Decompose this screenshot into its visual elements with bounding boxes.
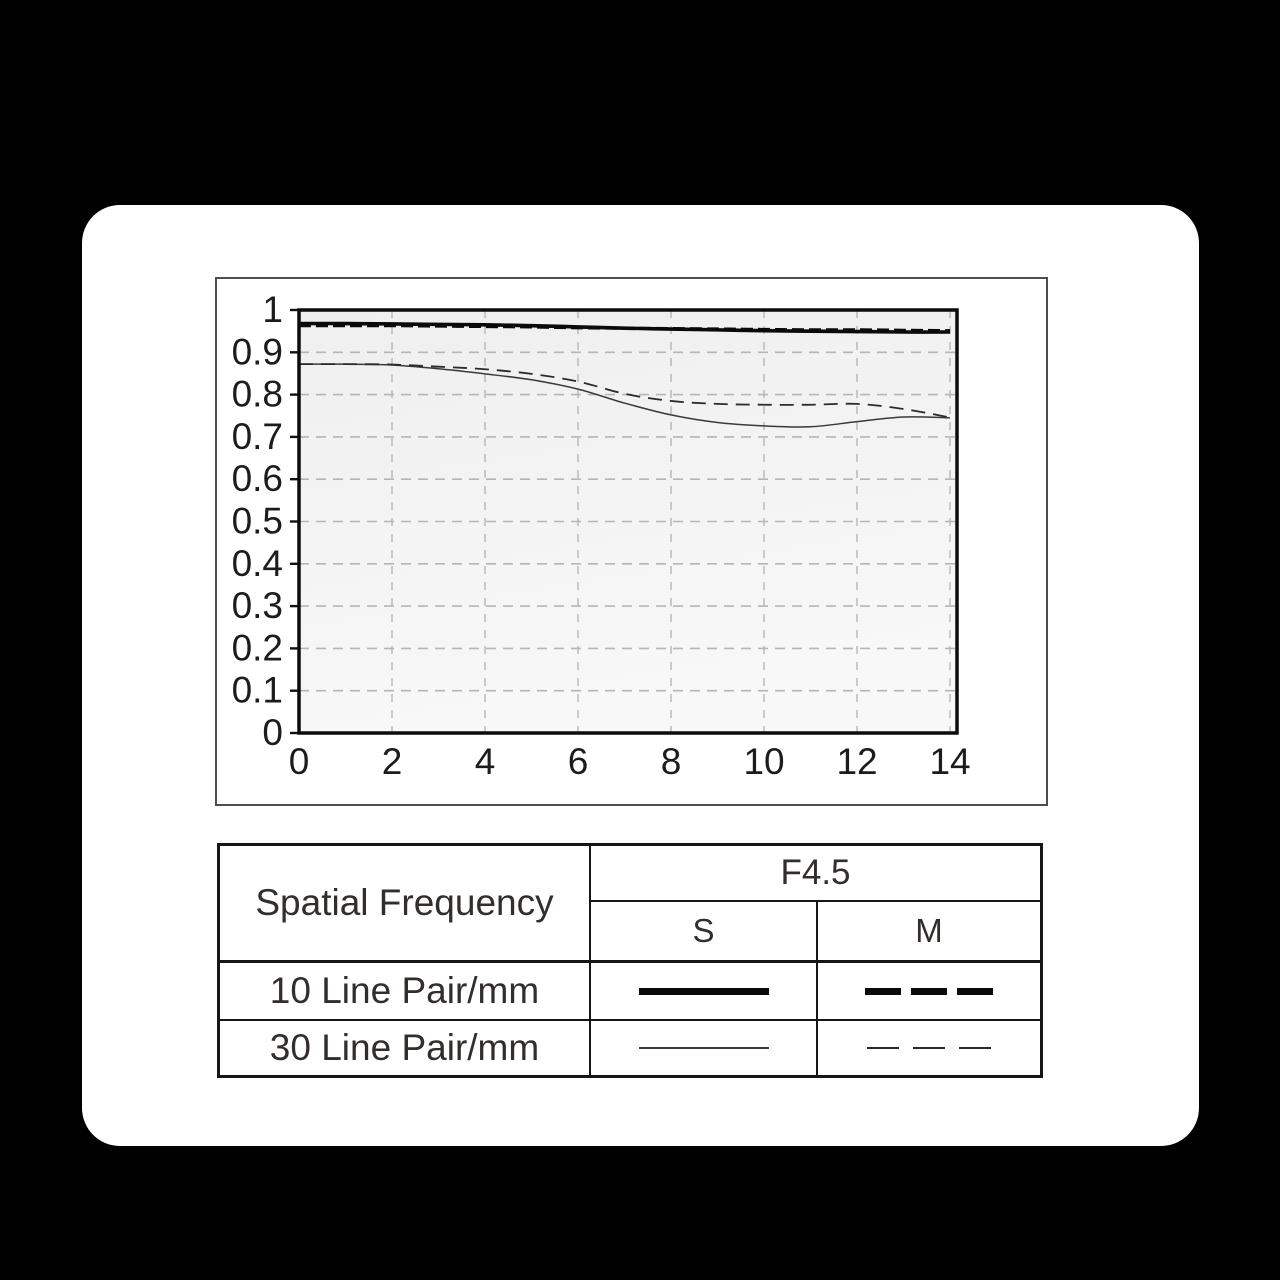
x-tick-label: 14 [929,741,970,782]
legend-line-30lp-s [638,1047,769,1049]
plot-frame [297,308,959,735]
x-tick-label: 2 [382,741,403,782]
mtf-plot: 00.10.20.30.40.50.60.70.80.910 2 4 6 8 10 12 14 [232,289,971,782]
x-tick-label: 4 [475,741,496,782]
row-label-10lp: 10 Line Pair/mm [220,960,589,1019]
y-tick-label: 0.8 [232,374,283,415]
y-tick-label: 0.1 [232,670,283,711]
y-tick-label: 0.7 [232,416,283,457]
y-tick-label: 0 [262,712,283,753]
spatial-frequency-header: Spatial Frequency [255,882,554,923]
legend-table: Spatial Frequency F4.5 S M 10 Line Pair/… [217,843,1043,1078]
y-tick-label: 0.4 [232,543,283,584]
legend-swatch-30lp-m-cell [816,1019,1040,1075]
x-tick-label: 6 [568,741,589,782]
x-tick-label: 10 [743,741,784,782]
y-tick-label: 0.2 [232,627,283,668]
legend-line-10lp-m [865,987,993,995]
series-thick-dashed [299,324,951,333]
y-tick-label: 0.5 [232,501,283,542]
column-header-meridional: M [816,902,1040,960]
legend-line-30lp-m [867,1047,991,1049]
y-tick-label: 0.3 [232,585,283,626]
row-label-30lp: 30 Line Pair/mm [220,1019,589,1075]
column-header-sagittal: S [589,902,816,960]
y-tick-label: 0.9 [232,331,283,372]
legend-swatch-10lp-s-cell [589,960,816,1019]
x-tick-label: 8 [661,741,682,782]
mtf-card: 0 0.1 0.2 0.3 0.4 0.5 0.6 0.7 0.8 0.9 1 0 2 4 6 8 10 12 14… [82,205,1199,1146]
aperture-header: F4.5 [589,846,1040,902]
legend-swatch-10lp-m-cell [816,960,1040,1019]
legend-swatch-30lp-s-cell [589,1019,816,1075]
y-tick-label: 0.6 [232,458,283,499]
x-tick-label: 0 [289,741,310,782]
series-thin-solid [298,363,951,428]
legend-line-10lp-s [638,987,769,995]
mtf-chart-panel: 0 0.1 0.2 0.3 0.4 0.5 0.6 0.7 0.8 0.9 1 0 2 4 6 8 10 12 14 [215,277,1048,806]
y-tick-label: 1 [262,289,283,330]
x-tick-label: 12 [836,741,877,782]
